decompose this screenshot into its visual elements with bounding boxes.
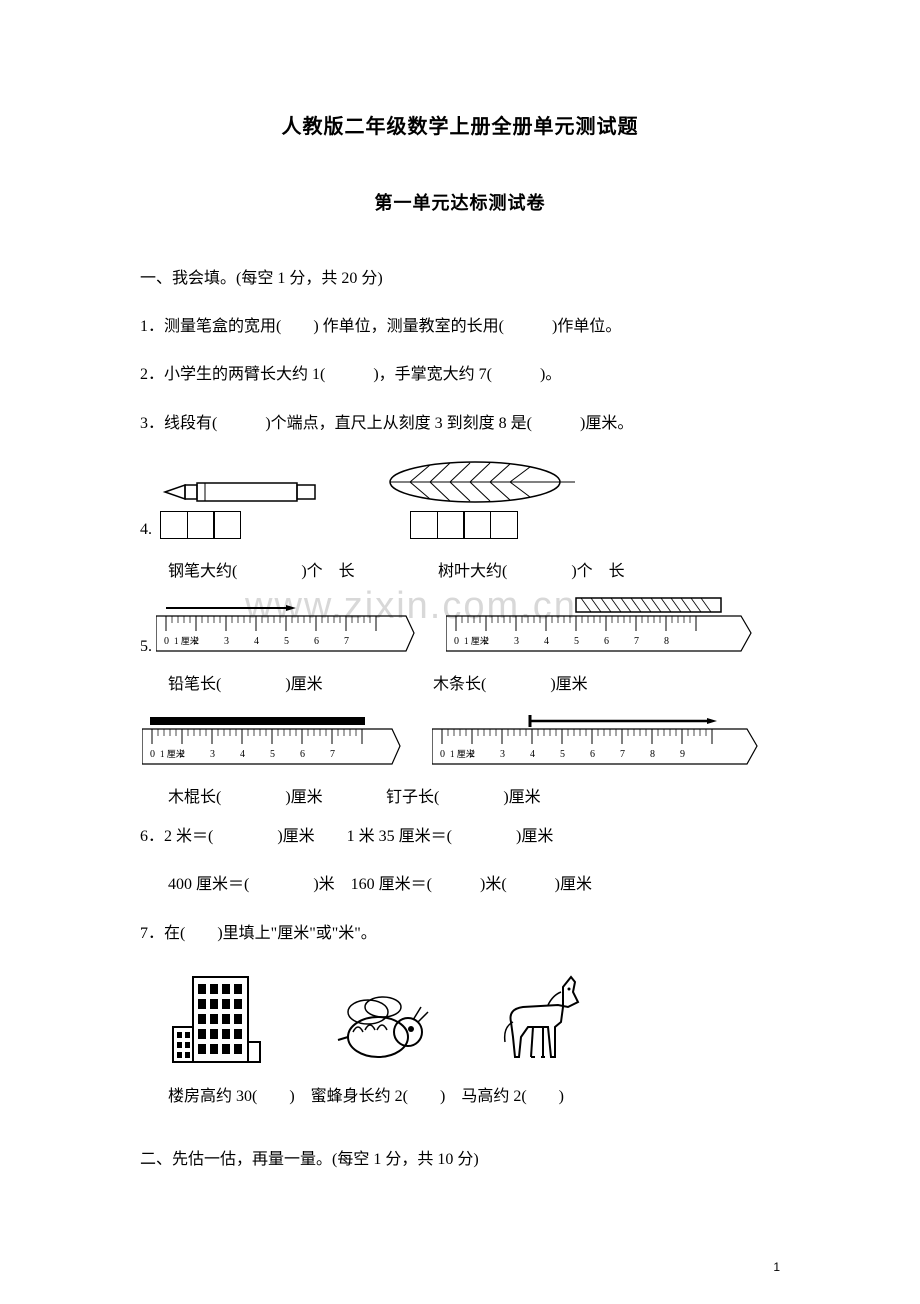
pen-icon — [160, 477, 320, 507]
svg-text:0: 0 — [150, 749, 155, 760]
svg-text:0: 0 — [440, 749, 445, 760]
q4-caption-pen: 钢笔大约( )个 长 — [168, 557, 438, 581]
svg-text:8: 8 — [650, 749, 655, 760]
ruler-stick-icon: 0 1 厘米 23 45 67 — [142, 709, 402, 769]
svg-text:4: 4 — [530, 749, 535, 760]
q4-leaf-boxes — [410, 511, 516, 539]
svg-text:2: 2 — [194, 636, 199, 647]
q5-caption-1: 铅笔长( )厘米 — [168, 670, 433, 694]
svg-text:7: 7 — [634, 636, 639, 647]
bee-icon — [323, 992, 433, 1067]
page-number: 1 — [773, 1260, 780, 1274]
ruler-pencil-icon: 0 1 厘米 23 45 67 — [156, 596, 416, 656]
svg-text:5: 5 — [284, 636, 289, 647]
svg-text:7: 7 — [344, 636, 349, 647]
question-5-row2: 0 1 厘米 23 45 67 — [142, 709, 780, 769]
svg-text:5: 5 — [560, 749, 565, 760]
question-3: 3．线段有( )个端点，直尺上从刻度 3 到刻度 8 是( )厘米。 — [140, 409, 780, 439]
svg-text:7: 7 — [330, 749, 335, 760]
svg-text:4: 4 — [544, 636, 549, 647]
q5-caption-4: 钉子长( )厘米 — [386, 783, 541, 807]
horse-icon — [493, 967, 593, 1067]
main-title: 人教版二年级数学上册全册单元测试题 — [140, 110, 780, 139]
svg-text:6: 6 — [300, 749, 305, 760]
svg-text:6: 6 — [314, 636, 319, 647]
leaf-icon — [380, 457, 580, 507]
q4-pen-boxes — [160, 511, 240, 539]
q4-caption-leaf: 树叶大约( )个 长 — [438, 557, 625, 581]
svg-text:6: 6 — [604, 636, 609, 647]
question-6b: 400 厘米＝( )米 160 厘米＝( )米( )厘米 — [168, 870, 780, 900]
question-2: 2．小学生的两臂长大约 1( )，手掌宽大约 7( )。 — [140, 360, 780, 390]
svg-text:6: 6 — [590, 749, 595, 760]
svg-text:0: 0 — [164, 636, 169, 647]
ruler-nail-icon: 0 1 厘米 23 45 67 89 — [432, 709, 762, 769]
q4-label: 4. — [140, 521, 152, 539]
section1-header: 一、我会填。(每空 1 分，共 20 分) — [140, 265, 780, 294]
svg-text:3: 3 — [224, 636, 229, 647]
question-1: 1．测量笔盒的宽用( ) 作单位，测量教室的长用( )作单位。 — [140, 312, 780, 342]
svg-text:2: 2 — [470, 749, 475, 760]
question-7: 7．在( )里填上"厘米"或"米"。 — [140, 919, 780, 949]
svg-text:5: 5 — [574, 636, 579, 647]
svg-text:2: 2 — [180, 749, 185, 760]
svg-text:4: 4 — [240, 749, 245, 760]
svg-text:2: 2 — [484, 636, 489, 647]
svg-text:3: 3 — [210, 749, 215, 760]
page-content: 人教版二年级数学上册全册单元测试题 第一单元达标测试卷 一、我会填。(每空 1 … — [140, 110, 780, 1175]
question-7-images — [168, 967, 780, 1067]
q5-label: 5. — [140, 638, 152, 656]
svg-text:9: 9 — [680, 749, 685, 760]
section2-header: 二、先估一估，再量一量。(每空 1 分，共 10 分) — [140, 1146, 780, 1175]
svg-text:5: 5 — [270, 749, 275, 760]
svg-text:4: 4 — [254, 636, 259, 647]
q5-caption-2: 木条长( )厘米 — [433, 670, 588, 694]
svg-text:0: 0 — [454, 636, 459, 647]
svg-text:8: 8 — [664, 636, 669, 647]
subtitle: 第一单元达标测试卷 — [140, 189, 780, 215]
question-5-row1: 5. — [140, 596, 780, 656]
q7-captions: 楼房高约 30( ) 蜜蜂身长约 2( ) 马高约 2( ) — [168, 1082, 780, 1106]
question-4-images: 4. — [140, 457, 780, 539]
building-icon — [168, 972, 263, 1067]
svg-text:3: 3 — [514, 636, 519, 647]
ruler-wood-icon: 0 1 厘米 23 45 67 8 — [446, 596, 756, 656]
question-6a: 6．2 米＝( )厘米 1 米 35 厘米＝( )厘米 — [140, 822, 780, 852]
svg-text:7: 7 — [620, 749, 625, 760]
svg-text:3: 3 — [500, 749, 505, 760]
q5-caption-3: 木棍长( )厘米 — [168, 783, 386, 807]
